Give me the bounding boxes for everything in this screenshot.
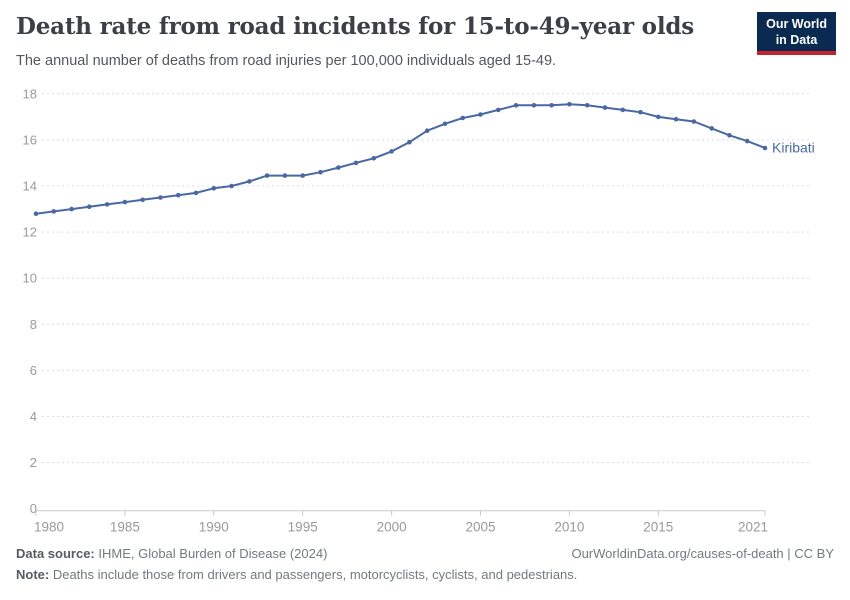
series-end-label: Kiribati	[772, 139, 815, 155]
note-label: Note:	[16, 567, 50, 582]
y-tick-label-6: 6	[30, 363, 37, 378]
point-kiribati-1986	[140, 197, 145, 203]
x-tick-label-1985: 1985	[110, 520, 140, 535]
data-source-text: IHME, Global Burden of Disease (2024)	[94, 546, 328, 561]
point-kiribati-2012	[602, 105, 608, 110]
point-kiribati-1984	[104, 202, 110, 207]
point-kiribati-2010	[567, 101, 572, 107]
y-tick-label-14: 14	[23, 179, 37, 194]
point-kiribati-2009	[549, 103, 554, 108]
point-kiribati-2005	[478, 112, 483, 117]
chart-subtitle: The annual number of deaths from road in…	[16, 53, 557, 69]
point-kiribati-2013	[620, 107, 626, 113]
point-kiribati-2002	[424, 128, 430, 133]
y-tick-label-12: 12	[23, 225, 37, 240]
point-kiribati-1983	[87, 204, 92, 209]
point-kiribati-2021	[762, 145, 768, 151]
point-kiribati-1985	[122, 199, 128, 205]
y-tick-label-2: 2	[30, 455, 37, 470]
y-tick-label-8: 8	[30, 317, 37, 332]
point-kiribati-2014	[638, 109, 643, 115]
x-tick-label-1980: 1980	[34, 520, 64, 535]
owid-logo-line1: Our World	[766, 17, 827, 31]
x-tick-label-1990: 1990	[199, 520, 229, 535]
point-kiribati-1980	[33, 211, 39, 216]
owid-logo: Our World in Data	[757, 12, 836, 55]
point-kiribati-1981	[51, 209, 57, 214]
point-kiribati-1998	[353, 160, 359, 166]
x-tick-label-1995: 1995	[288, 520, 318, 535]
point-kiribati-1991	[229, 183, 234, 189]
point-kiribati-2004	[460, 115, 466, 121]
point-kiribati-1988	[175, 192, 181, 198]
point-kiribati-2006	[496, 107, 501, 113]
y-tick-label-10: 10	[23, 271, 37, 286]
x-tick-label-2021: 2021	[738, 520, 768, 535]
point-kiribati-2019	[727, 133, 732, 138]
point-kiribati-2008	[531, 103, 537, 108]
point-kiribati-1992	[247, 179, 252, 184]
line-kiribati	[35, 103, 766, 215]
point-kiribati-1997	[336, 165, 341, 170]
point-kiribati-2003	[442, 121, 448, 127]
point-kiribati-2011	[584, 103, 590, 108]
point-kiribati-1996	[318, 169, 323, 175]
point-kiribati-2020	[744, 138, 750, 144]
point-kiribati-1993	[264, 173, 270, 178]
point-kiribati-2018	[709, 126, 714, 131]
point-kiribati-2000	[389, 149, 394, 154]
point-kiribati-1989	[193, 190, 199, 196]
point-kiribati-2007	[513, 103, 519, 108]
point-kiribati-2001	[407, 139, 412, 145]
owid-logo-line2: in Data	[775, 33, 818, 47]
note-text: Deaths include those from drivers and pa…	[49, 567, 578, 582]
chart-title: Death rate from road incidents for 15-to…	[16, 13, 694, 40]
point-kiribati-1994	[282, 173, 288, 178]
x-tick-label-2015: 2015	[643, 520, 673, 535]
chart-footer: Data source: IHME, Global Burden of Dise…	[16, 546, 834, 582]
point-kiribati-1999	[371, 156, 377, 161]
y-tick-label-0: 0	[30, 501, 37, 516]
point-kiribati-1995	[300, 173, 306, 178]
point-kiribati-1982	[69, 206, 74, 212]
point-kiribati-2017	[691, 119, 697, 124]
point-kiribati-1987	[158, 195, 163, 200]
point-kiribati-2015	[656, 114, 661, 120]
owid-url-license: OurWorldinData.org/causes-of-death | CC …	[571, 546, 834, 561]
point-kiribati-2016	[673, 116, 679, 122]
x-tick-label-2005: 2005	[465, 520, 495, 535]
data-source-label: Data source:	[16, 546, 95, 561]
y-tick-label-4: 4	[30, 409, 37, 424]
data-source-line: Data source: IHME, Global Burden of Dise…	[16, 546, 327, 561]
x-tick-label-2000: 2000	[377, 520, 407, 535]
point-kiribati-1990	[211, 186, 217, 191]
y-tick-label-16: 16	[23, 132, 37, 147]
y-tick-label-18: 18	[23, 86, 37, 101]
x-tick-label-2010: 2010	[554, 520, 584, 535]
